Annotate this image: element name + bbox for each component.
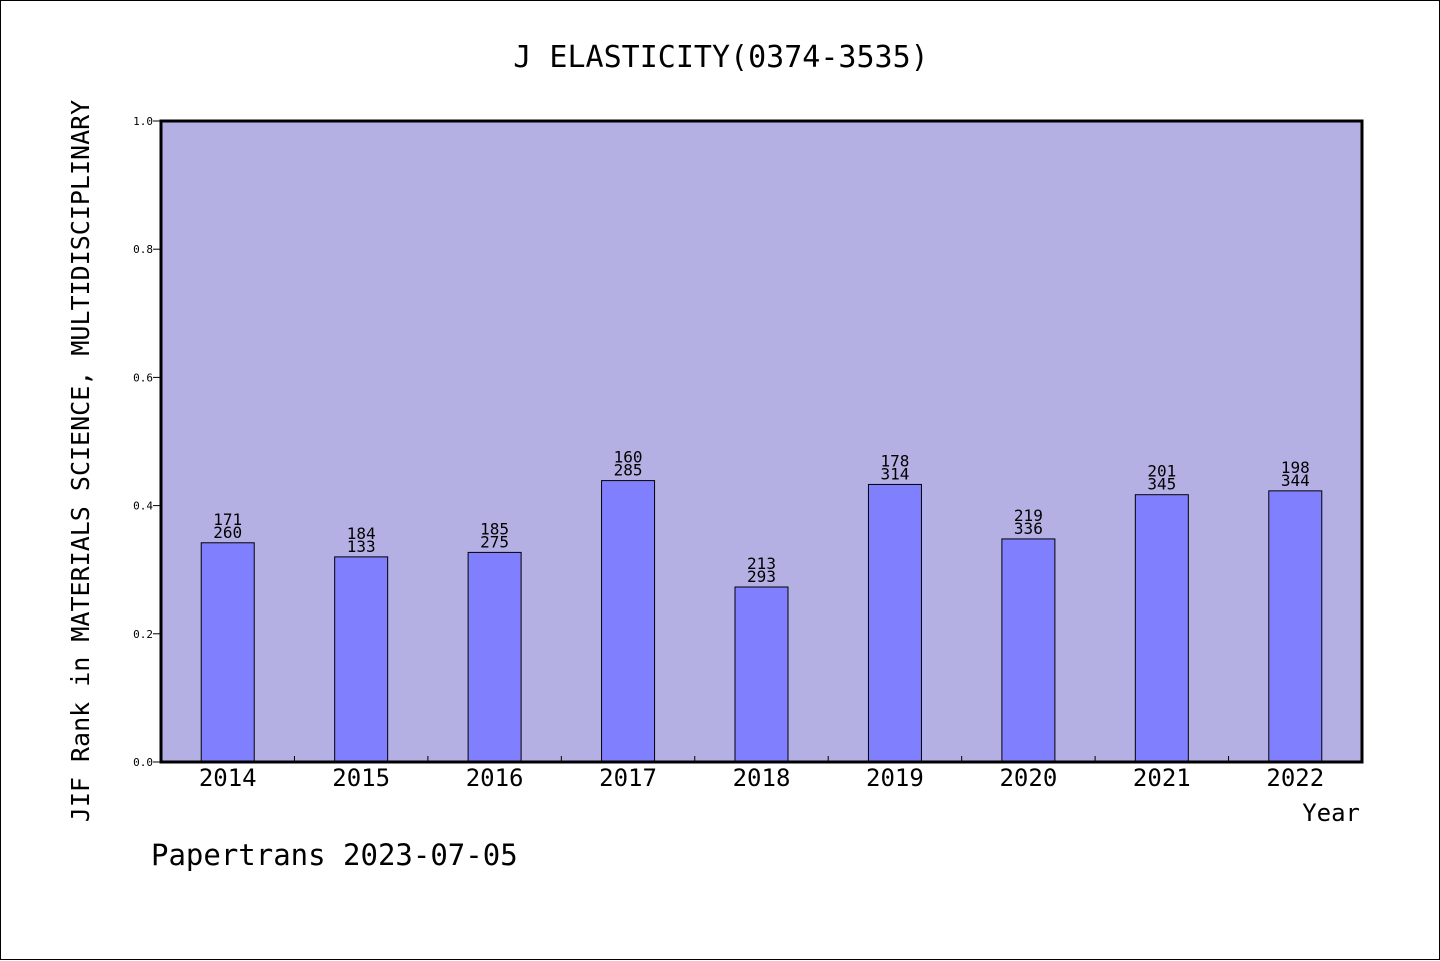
bar-label-bottom-2019: 314 <box>880 464 909 483</box>
bar-2018 <box>734 586 789 763</box>
bar-2022 <box>1268 490 1323 763</box>
bar-label-bottom-2020: 336 <box>1014 519 1043 538</box>
chart-title: J ELASTICITY(0374-3535) <box>513 40 928 75</box>
bar-label-bottom-2021: 345 <box>1147 475 1176 494</box>
y-axis-label: JIF Rank in MATERIALS SCIENCE, MULTIDISC… <box>66 100 95 822</box>
bar-label-top-2015: 184 <box>347 524 376 543</box>
y-axis: 0.0 0.2 0.4 0.6 0.8 1.0 <box>133 115 161 769</box>
x-tick-label-2014: 2014 <box>199 764 257 792</box>
bar-2014 <box>200 542 255 763</box>
x-tick-label-2022: 2022 <box>1266 764 1324 792</box>
bar-2015 <box>334 556 389 763</box>
footer-text: Papertrans 2023-07-05 <box>151 838 518 872</box>
y-tick-label: 0.2 <box>133 628 153 641</box>
bar-label-top-2014: 171 <box>213 510 242 529</box>
bar-label-top-2018: 213 <box>747 554 776 573</box>
bar-label-top-2019: 178 <box>880 451 909 470</box>
y-tick-label: 0.6 <box>133 371 153 384</box>
y-tick-label: 1.0 <box>133 115 153 128</box>
bar-label-bottom-2014: 260 <box>213 523 242 542</box>
plot-border <box>159 119 1364 764</box>
bar-label-bottom-2015: 133 <box>347 537 376 556</box>
bar-label-top-2017: 160 <box>614 448 643 467</box>
bar-label-bottom-2018: 293 <box>747 567 776 586</box>
bar-2016 <box>467 551 522 763</box>
x-tick-label-2019: 2019 <box>866 764 924 792</box>
bar-label-top-2020: 219 <box>1014 506 1043 525</box>
bar-2020 <box>1001 538 1056 763</box>
x-tick-label-2020: 2020 <box>999 764 1057 792</box>
bar-label-bottom-2022: 344 <box>1281 471 1310 490</box>
x-tick-label-2021: 2021 <box>1133 764 1191 792</box>
x-axis: 2014 2015 2016 2017 2018 2019 2020 2021 2022 <box>199 756 1324 792</box>
bars-group <box>200 480 1323 763</box>
bar-2017 <box>601 480 656 763</box>
bar-label-bottom-2016: 275 <box>480 532 509 551</box>
bar-label-top-2022: 198 <box>1281 458 1310 477</box>
bar-2019 <box>867 483 922 763</box>
y-tick-label: 0.0 <box>133 756 153 769</box>
bar-label-top-2016: 185 <box>480 519 509 538</box>
y-tick-label: 0.8 <box>133 243 153 256</box>
bar-label-bottom-2017: 285 <box>614 461 643 480</box>
bar-2021 <box>1134 494 1189 763</box>
x-tick-label-2015: 2015 <box>332 764 390 792</box>
x-tick-label-2016: 2016 <box>466 764 524 792</box>
x-axis-label: Year <box>1302 799 1360 827</box>
x-tick-label-2017: 2017 <box>599 764 657 792</box>
x-tick-label-2018: 2018 <box>733 764 791 792</box>
bar-label-top-2021: 201 <box>1147 462 1176 481</box>
y-tick-label: 0.4 <box>133 500 153 513</box>
